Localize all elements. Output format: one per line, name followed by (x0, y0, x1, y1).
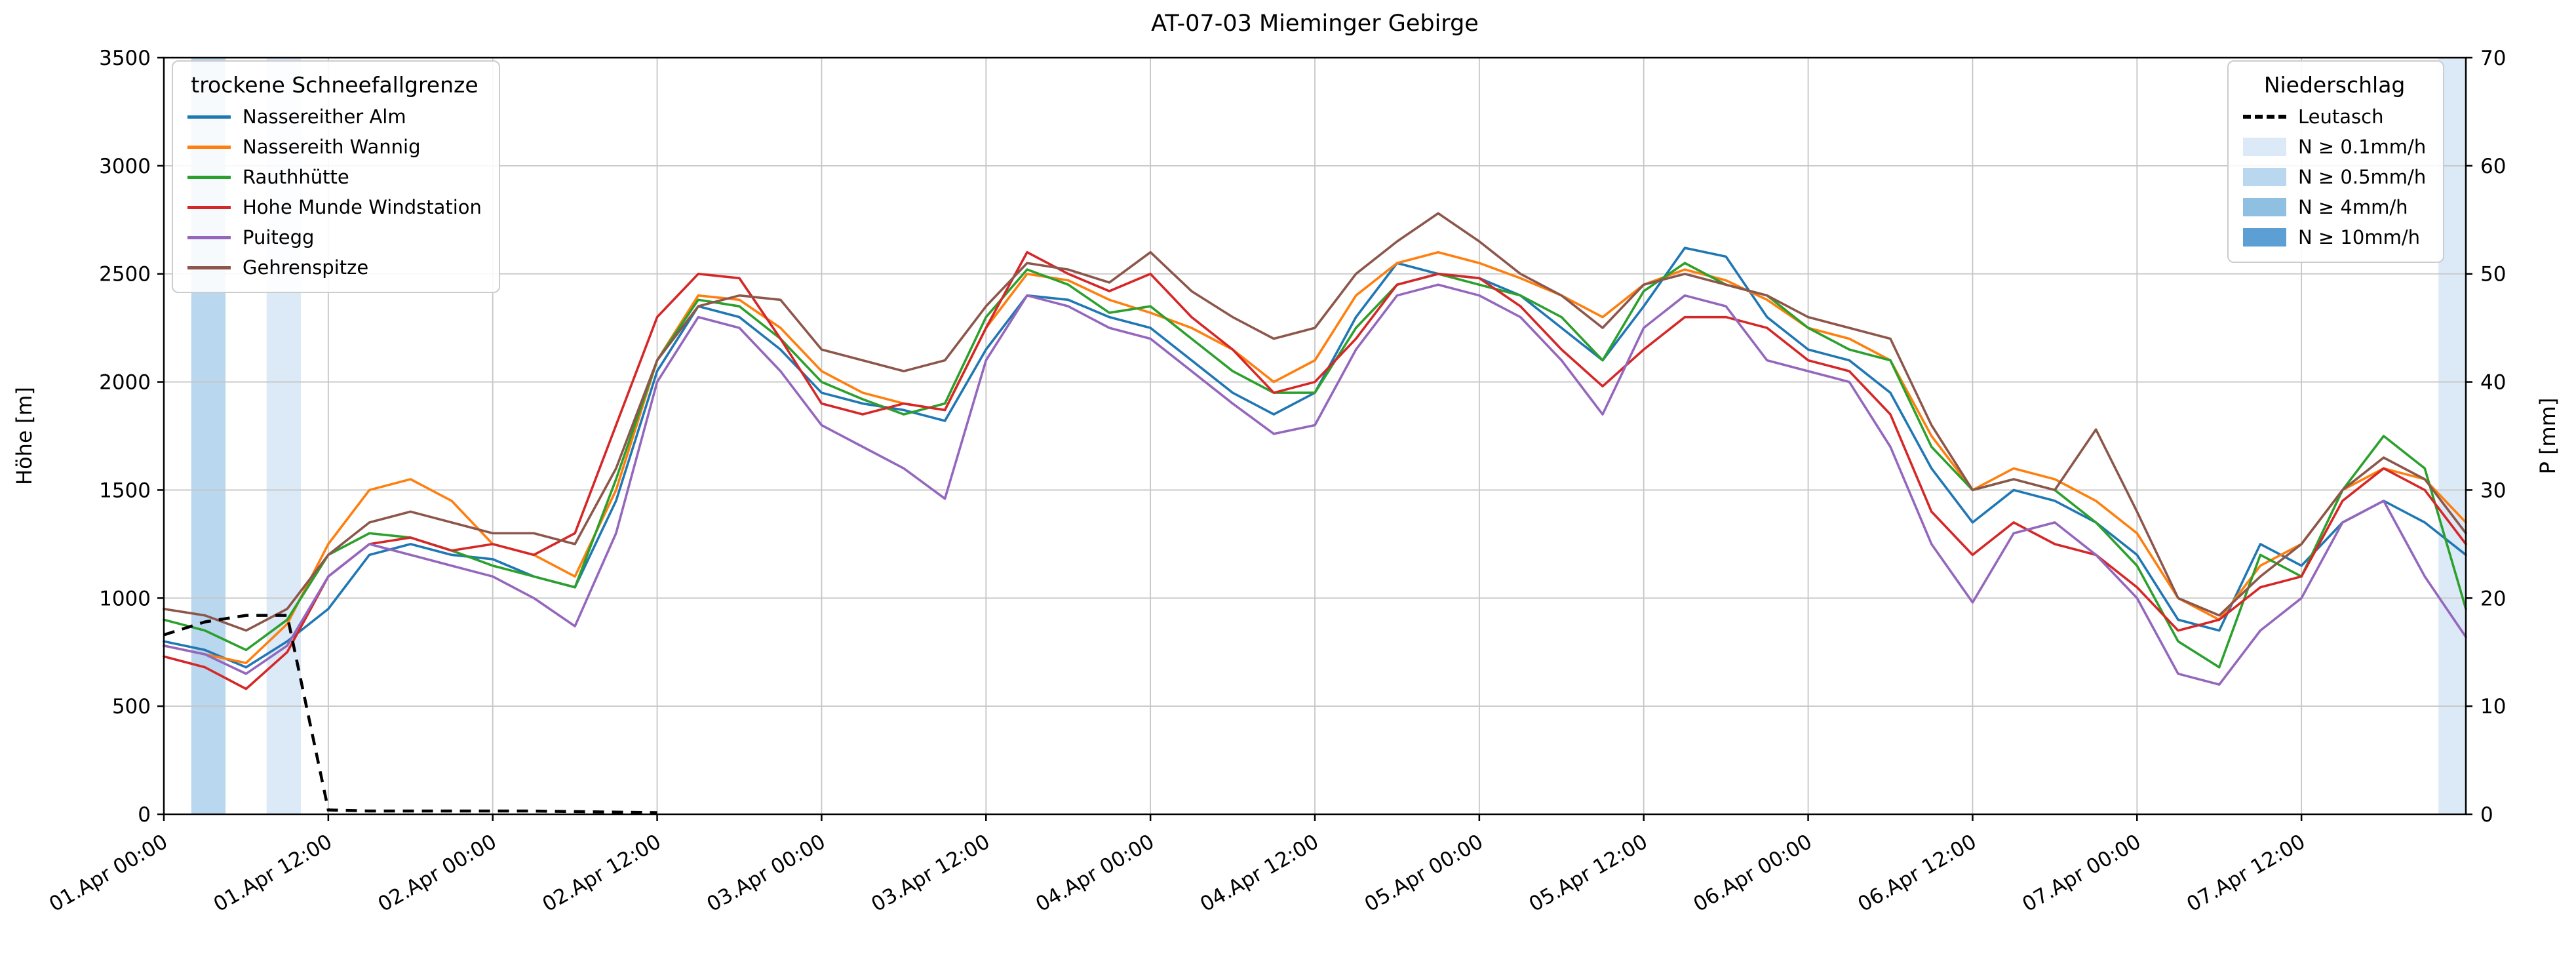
y-right-tick-label: 40 (2480, 371, 2506, 395)
line-swatch-icon (187, 115, 231, 119)
dashed-line-swatch-icon (2243, 115, 2286, 119)
legend-item-label: Nassereith Wannig (243, 136, 421, 158)
legend-item-label: N ≥ 4mm/h (2298, 196, 2408, 218)
line-swatch-icon (187, 205, 231, 209)
x-tick-label: 02.Apr 00:00 (374, 830, 501, 917)
legend-item-label: N ≥ 10mm/h (2298, 226, 2420, 248)
legend-snowfall-lines: trockene Schneefallgrenze Nassereither A… (172, 60, 500, 293)
patch-swatch-icon (2243, 168, 2286, 186)
y-right-tick-label: 50 (2480, 263, 2506, 287)
patch-swatch-icon (2243, 138, 2286, 156)
series-line-nassereith-wannig (163, 250, 2467, 665)
legend-item-gehrenspitze: Gehrenspitze (187, 256, 482, 279)
series-line-puitegg (163, 283, 2467, 686)
x-tick-label: 07.Apr 00:00 (2018, 830, 2145, 917)
y-left-tick-label: 500 (112, 695, 151, 719)
legend-item-precip-level-0: N ≥ 0.1mm/h (2243, 136, 2426, 158)
legend-item-rauthh-tte: Rauthhütte (187, 166, 482, 188)
legend-item-precip-level-2: N ≥ 4mm/h (2243, 196, 2426, 218)
legend-precip: Niederschlag Leutasch N ≥ 0.1mm/h N ≥ 0.5m… (2227, 60, 2445, 263)
legend-item-leutasch: Leutasch (2243, 106, 2426, 128)
line-swatch-icon (187, 175, 231, 179)
x-tick-label: 05.Apr 00:00 (1361, 830, 1487, 917)
series-line-leutasch (163, 614, 657, 814)
x-tick-label: 02.Apr 12:00 (539, 830, 665, 917)
series-line-rauthh-tte (163, 262, 2467, 669)
x-tick-label: 04.Apr 12:00 (1196, 830, 1323, 917)
legend-item-label: N ≥ 0.5mm/h (2298, 166, 2427, 188)
legend-precip-title: Niederschlag (2263, 72, 2406, 98)
legend-snowfall-items: Nassereither Alm Nassereith Wannig Rauthhü… (187, 106, 482, 279)
legend-item-puitegg: Puitegg (187, 226, 482, 248)
legend-item-label: Nassereither Alm (243, 106, 406, 128)
x-tick-label: 06.Apr 00:00 (1690, 830, 1816, 917)
legend-item-precip-level-1: N ≥ 0.5mm/h (2243, 166, 2426, 188)
legend-item-label: Puitegg (243, 226, 315, 248)
y-left-tick-label: 1000 (99, 587, 151, 610)
y-left-tick-label: 1500 (99, 479, 151, 502)
y-right-tick-label: 0 (2480, 803, 2493, 827)
series-line-gehrenspitze (163, 212, 2467, 632)
legend-item-precip-level-3: N ≥ 10mm/h (2243, 226, 2426, 248)
x-tick-label: 07.Apr 12:00 (2183, 830, 2309, 917)
y-right-tick-label: 20 (2480, 587, 2506, 610)
y-right-axis-label: P [mm] (2535, 398, 2560, 475)
x-tick-label: 01.Apr 12:00 (210, 830, 336, 917)
x-tick-label: 03.Apr 00:00 (703, 830, 829, 917)
legend-item-label: Rauthhütte (243, 166, 349, 188)
x-tick-label: 06.Apr 12:00 (1854, 830, 1980, 917)
legend-item-label: Gehrenspitze (243, 256, 369, 279)
y-right-tick-label: 60 (2480, 155, 2506, 178)
y-left-tick-label: 3500 (99, 47, 151, 70)
x-tick-label: 03.Apr 12:00 (867, 830, 994, 917)
x-tick-label: 05.Apr 12:00 (1525, 830, 1652, 917)
legend-item-label: N ≥ 0.1mm/h (2298, 136, 2427, 158)
line-swatch-icon (187, 145, 231, 149)
y-left-tick-label: 3000 (99, 155, 151, 178)
y-left-tick-label: 2500 (99, 263, 151, 287)
line-swatch-icon (187, 266, 231, 269)
patch-swatch-icon (2243, 228, 2286, 247)
y-left-tick-label: 0 (138, 803, 151, 827)
x-tick-label: 04.Apr 00:00 (1032, 830, 1158, 917)
y-left-tick-label: 2000 (99, 371, 151, 395)
x-tick-label: 01.Apr 00:00 (45, 830, 172, 917)
patch-swatch-icon (2243, 198, 2286, 216)
y-left-axis-label: Höhe [m] (12, 387, 37, 485)
line-swatch-icon (187, 235, 231, 239)
legend-item-label: Leutasch (2298, 106, 2384, 128)
legend-item-label: Hohe Munde Windstation (243, 196, 482, 218)
series-line-hohe-munde-windstation (163, 250, 2467, 690)
y-right-tick-label: 70 (2480, 47, 2506, 70)
legend-precip-items: Leutasch N ≥ 0.1mm/h N ≥ 0.5mm/h N ≥ 4mm/h N… (2243, 106, 2426, 248)
y-right-tick-label: 10 (2480, 695, 2506, 719)
legend-item-nassereither-alm: Nassereither Alm (187, 106, 482, 128)
legend-snowfall-title: trockene Schneefallgrenze (191, 72, 478, 98)
y-right-tick-label: 30 (2480, 479, 2506, 502)
legend-item-hohe-munde-windstation: Hohe Munde Windstation (187, 196, 482, 218)
legend-item-nassereith-wannig: Nassereith Wannig (187, 136, 482, 158)
chart-title: AT-07-03 Mieminger Gebirge (1151, 10, 1479, 37)
